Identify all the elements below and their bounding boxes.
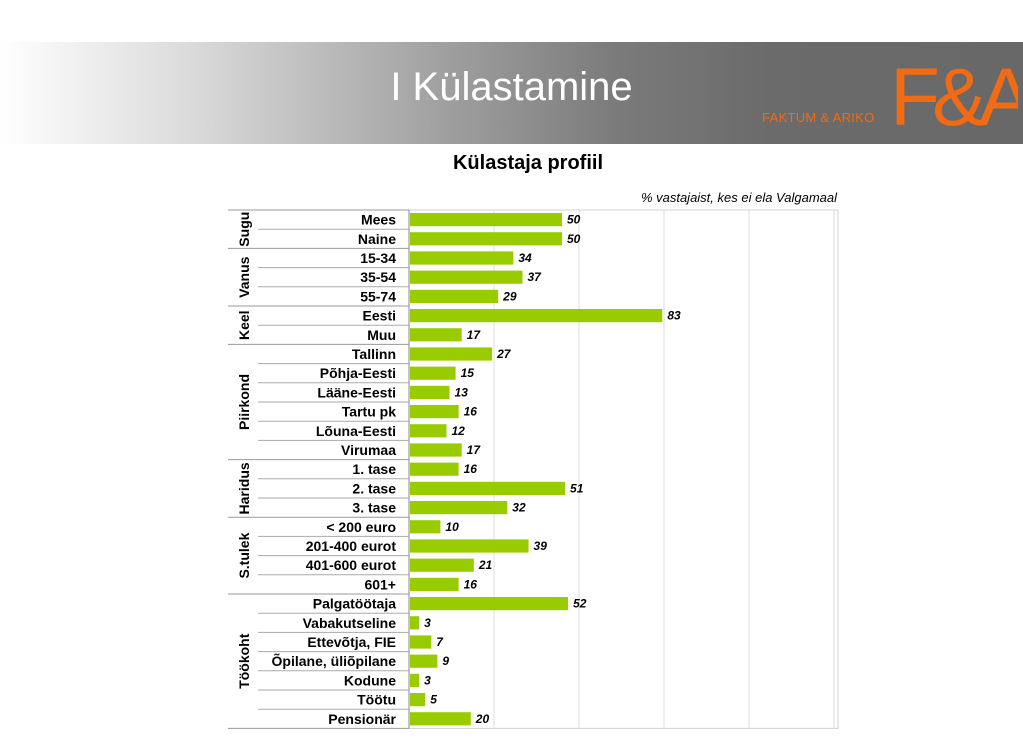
bar bbox=[410, 347, 493, 361]
value-label: 5 bbox=[430, 693, 437, 707]
bar bbox=[410, 539, 529, 553]
bar bbox=[410, 232, 562, 246]
bar bbox=[410, 616, 420, 630]
page-title: I Külastamine bbox=[390, 65, 633, 109]
value-label: 15 bbox=[461, 366, 475, 380]
bar bbox=[410, 558, 474, 572]
category-label: Eesti bbox=[363, 308, 396, 324]
category-label: 3. tase bbox=[352, 500, 396, 516]
value-label: 39 bbox=[534, 539, 548, 553]
category-label: 601+ bbox=[364, 576, 396, 592]
value-label: 21 bbox=[478, 558, 493, 572]
bar bbox=[410, 309, 663, 323]
bar bbox=[410, 597, 569, 611]
category-label: Muu bbox=[367, 327, 396, 343]
bar bbox=[410, 251, 514, 265]
bar bbox=[410, 289, 499, 303]
category-label: Õpilane, üliõpilane bbox=[272, 652, 397, 669]
bar bbox=[410, 635, 432, 649]
category-label: < 200 euro bbox=[326, 519, 396, 535]
group-label: Keel bbox=[236, 310, 252, 340]
value-label: 51 bbox=[570, 481, 584, 495]
value-label: 17 bbox=[467, 328, 482, 342]
bar bbox=[410, 385, 450, 399]
bar bbox=[410, 213, 562, 227]
value-label: 52 bbox=[573, 597, 587, 611]
bar bbox=[410, 481, 566, 495]
value-label: 29 bbox=[502, 289, 517, 303]
bar bbox=[410, 577, 459, 591]
header-banner bbox=[0, 42, 1023, 144]
bar bbox=[410, 328, 462, 342]
bar bbox=[410, 520, 441, 534]
value-label: 3 bbox=[424, 673, 431, 687]
bar bbox=[410, 654, 438, 668]
group-label: Sugu bbox=[236, 212, 252, 247]
bar bbox=[410, 405, 459, 419]
group-label: Haridus bbox=[236, 462, 252, 514]
value-label: 9 bbox=[442, 654, 449, 668]
value-label: 17 bbox=[467, 443, 482, 457]
bar bbox=[410, 443, 462, 457]
category-label: 201-400 eurot bbox=[306, 538, 397, 554]
category-label: Töötu bbox=[357, 692, 396, 708]
value-label: 3 bbox=[424, 616, 431, 630]
category-label: Vabakutseline bbox=[303, 615, 397, 631]
value-label: 7 bbox=[436, 635, 444, 649]
group-label: Töökoht bbox=[236, 633, 252, 689]
category-label: Pensionär bbox=[328, 711, 396, 727]
category-label: 2. tase bbox=[352, 480, 396, 496]
value-label: 50 bbox=[567, 213, 581, 227]
value-label: 10 bbox=[445, 520, 459, 534]
value-label: 12 bbox=[451, 424, 465, 438]
bar bbox=[410, 424, 447, 438]
value-label: 50 bbox=[567, 232, 581, 246]
value-label: 16 bbox=[464, 405, 478, 419]
brand-name: FAKTUM & ARIKO bbox=[762, 110, 875, 125]
value-label: 20 bbox=[475, 712, 490, 726]
category-label: Ettevõtja, FIE bbox=[307, 634, 396, 650]
category-label: Naine bbox=[358, 231, 396, 247]
value-label: 16 bbox=[464, 577, 478, 591]
category-label: Palgatöötaja bbox=[313, 596, 396, 612]
value-label: 13 bbox=[455, 385, 469, 399]
value-label: 83 bbox=[667, 309, 681, 323]
brand-logo-text: F&A bbox=[890, 55, 1018, 135]
bar bbox=[410, 462, 459, 476]
group-label: Piirkond bbox=[236, 374, 252, 430]
category-label: Tallinn bbox=[352, 346, 396, 362]
category-label: Lõuna-Eesti bbox=[316, 423, 396, 439]
category-label: Kodune bbox=[344, 672, 396, 688]
category-label: 1. tase bbox=[352, 461, 396, 477]
category-label: 15-34 bbox=[360, 250, 396, 266]
bar bbox=[410, 366, 456, 380]
bar bbox=[410, 673, 420, 687]
category-label: 55-74 bbox=[360, 288, 396, 304]
category-label: Mees bbox=[361, 212, 396, 228]
value-label: 16 bbox=[464, 462, 478, 476]
group-label: Vanus bbox=[236, 256, 252, 297]
category-label: Tartu pk bbox=[342, 404, 396, 420]
category-label: Põhja-Eesti bbox=[320, 365, 396, 381]
value-label: 27 bbox=[496, 347, 512, 361]
category-label: Lääne-Eesti bbox=[317, 384, 396, 400]
category-label: 35-54 bbox=[360, 269, 396, 285]
category-label: Virumaa bbox=[341, 442, 396, 458]
chart-title: Külastaja profiil bbox=[452, 152, 604, 174]
bar bbox=[410, 501, 508, 515]
bar bbox=[410, 712, 471, 726]
value-label: 34 bbox=[518, 251, 532, 265]
group-label: S.tulek bbox=[236, 532, 252, 578]
category-label: 401-600 eurot bbox=[306, 557, 397, 573]
bar bbox=[410, 693, 426, 707]
value-label: 32 bbox=[512, 501, 526, 515]
brand-logo: F&A bbox=[890, 55, 1018, 135]
bar bbox=[410, 270, 523, 284]
chart-subtitle: % vastajaist, kes ei ela Valgamaal bbox=[640, 190, 837, 205]
value-label: 37 bbox=[527, 270, 542, 284]
